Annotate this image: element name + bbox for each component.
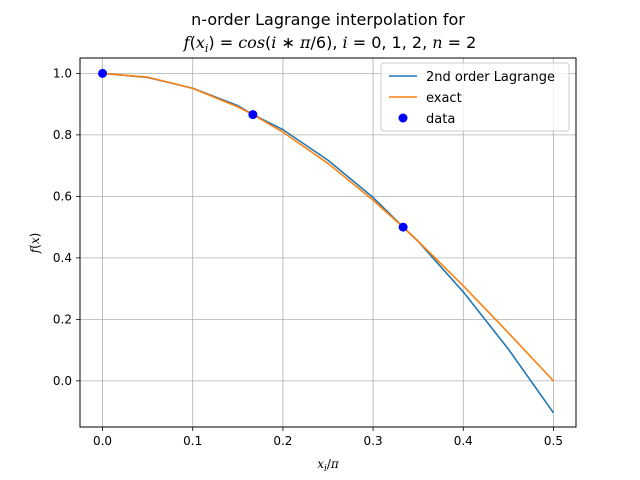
data-point — [248, 110, 258, 120]
x-axis-label: xi/π — [317, 457, 340, 474]
series-layer — [98, 68, 555, 414]
y-tick-label: 0.0 — [53, 374, 72, 388]
y-tick-label: 1.0 — [53, 66, 72, 80]
data-point — [398, 222, 408, 232]
x-tick-label: 0.3 — [364, 434, 383, 448]
data-point — [98, 68, 108, 78]
legend-label-lagrange: 2nd order Lagrange — [426, 70, 555, 85]
legend-box — [380, 62, 570, 132]
y-tick-label: 0.6 — [53, 189, 72, 203]
axis-ticks: 0.0 0.1 0.2 0.3 0.4 0.5 0.0 0.2 0.4 0.6 0.8 1.0 — [53, 66, 563, 448]
legend-label-exact: exact — [426, 91, 462, 106]
x-tick-label: 0.1 — [183, 434, 202, 448]
plot-area-frame — [79, 57, 577, 428]
y-tick-label: 0.8 — [53, 128, 72, 142]
x-tick-label: 0.2 — [273, 434, 292, 448]
x-tick-label: 0.0 — [93, 434, 112, 448]
chart-title-line1: n-order Lagrange interpolation for — [191, 10, 465, 29]
y-tick-label: 0.2 — [53, 312, 72, 326]
chart-title-line2: f(xi) = cos(i ∗ π/6), i = 0, 1, 2, n = 2 — [183, 33, 477, 55]
legend: 2nd order Lagrange exact data — [380, 62, 570, 132]
y-axis-label: f(x) — [28, 233, 42, 255]
grid-lines — [80, 58, 576, 427]
legend-label-data: data — [426, 112, 455, 127]
x-tick-label: 0.5 — [544, 434, 563, 448]
exact-curve — [102, 72, 555, 382]
x-tick-label: 0.4 — [454, 434, 473, 448]
y-tick-label: 0.4 — [53, 251, 72, 265]
legend-marker-data — [398, 113, 408, 123]
